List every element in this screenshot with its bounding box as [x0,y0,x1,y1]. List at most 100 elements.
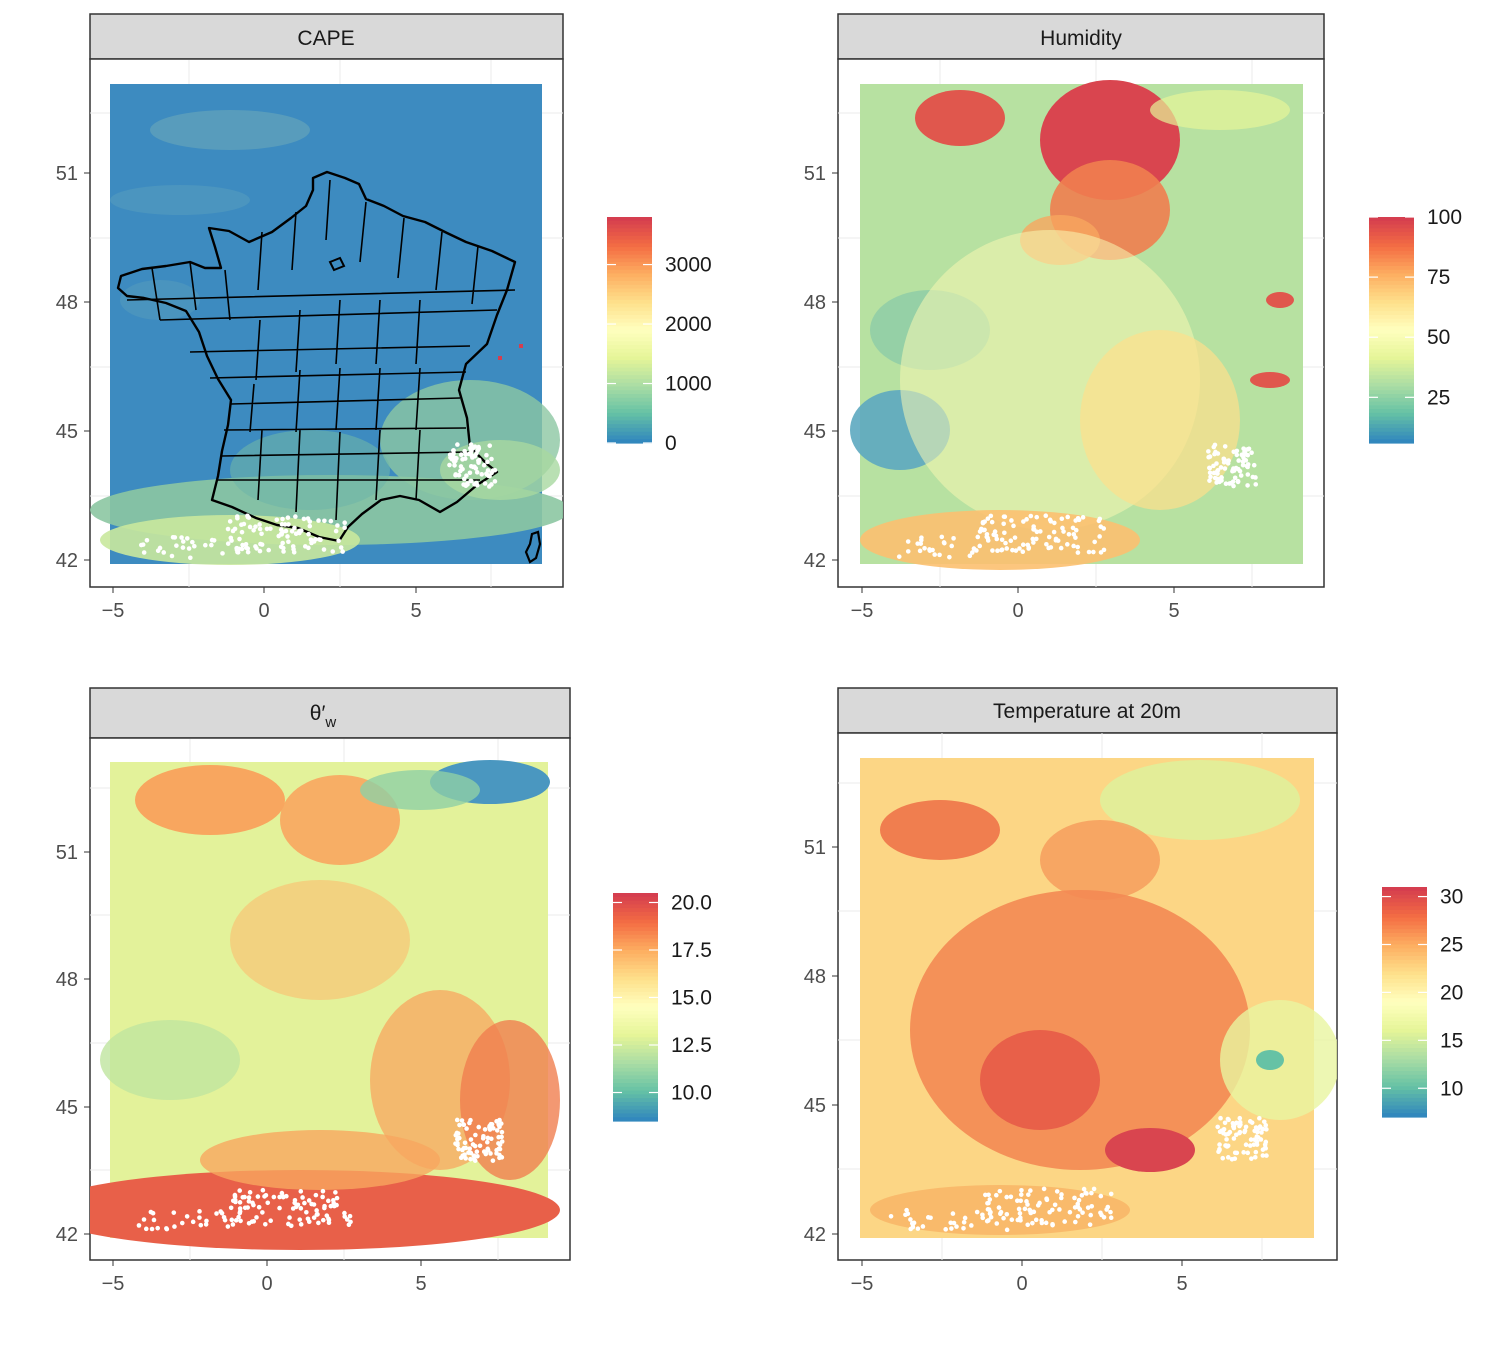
observation-point [268,1218,273,1223]
observation-point [1250,474,1256,480]
colorbar-segment [1382,1109,1427,1114]
observation-point [1053,538,1059,543]
observation-point [302,544,308,549]
observation-point [1044,541,1049,547]
colorbar-tick-label: 25 [1427,386,1450,409]
observation-point [1263,1139,1269,1145]
observation-point [222,1217,228,1223]
observation-point [1243,1142,1249,1148]
observation-point [1052,520,1057,526]
colorbar-segment [607,345,652,350]
colorbar-segment [607,427,652,433]
observation-point [922,545,927,551]
observation-point [925,1215,931,1220]
observation-point [1030,536,1036,542]
observation-point [1031,527,1036,532]
observation-point [1076,517,1082,523]
observation-point [994,536,1000,542]
colorbar-segment [1382,1009,1427,1015]
observation-point [1012,535,1018,540]
observation-point [1253,1149,1259,1155]
observation-point [313,1192,319,1198]
colorbar-segment [1369,322,1414,327]
colorbar-segment [613,946,658,951]
colorbar-segment [607,371,652,376]
observation-point [229,1217,235,1223]
observation-point [306,531,311,537]
colorbar-segment [613,1102,658,1107]
colorbar-segment [613,1037,658,1042]
colorbar-segment [613,1067,658,1073]
observation-point [476,1124,482,1130]
colorbar-segment [1369,254,1414,260]
y-tick-label: 42 [804,550,826,572]
colorbar-segment [607,314,652,320]
observation-point [1076,1197,1082,1203]
x-tick-label: 0 [1012,600,1023,622]
observation-point [1098,550,1104,555]
observation-point [1071,532,1077,537]
observation-point [232,526,238,532]
colorbar-segment [1369,378,1414,384]
observation-point [274,517,280,523]
observation-point [486,484,492,489]
colorbar-segment [607,247,652,252]
y-tick-label: 51 [56,163,78,185]
observation-point [293,514,298,519]
colorbar-segment [613,1018,658,1023]
colorbar-segment [1369,269,1414,275]
colorbar-segment [607,277,652,282]
colorbar-segment [1382,1086,1427,1091]
observation-point [461,482,466,487]
colorbar-segment [1382,1013,1427,1018]
colorbar-segment [607,341,652,346]
observation-point [467,451,472,457]
observation-point [283,528,289,534]
panel-cape: CAPE 51 48 [56,13,712,622]
colorbar-segment [1382,994,1427,999]
observation-point [951,536,956,541]
observation-point [1245,464,1250,470]
observation-point [475,448,480,453]
colorbar-segment [1369,258,1414,263]
colorbar-segment [1369,273,1414,278]
observation-point [977,543,983,549]
observation-point [497,1152,502,1158]
colorbar-segment [1382,1113,1427,1118]
observation-point [138,542,144,548]
observation-point [297,1217,303,1222]
observation-point [1213,449,1218,455]
observation-point [490,1158,496,1163]
colorbar-segment [1369,228,1414,233]
observation-point [314,1208,319,1213]
observation-point [468,1150,474,1156]
colorbar-segment [1382,959,1427,965]
observation-point [1025,1222,1031,1228]
colorbar-segment [613,961,658,966]
colorbar-segment [1369,427,1414,433]
colorbar-segment [1382,1105,1427,1110]
observation-point [995,548,1000,554]
observation-point [1039,1220,1045,1226]
observation-point [470,446,476,451]
observation-point [1061,529,1066,534]
colorbar-segment [1382,1044,1427,1049]
colorbar-segment [1382,998,1427,1003]
colorbar-segment [613,938,658,943]
observation-point [497,1146,503,1152]
observation-point [1008,538,1014,543]
colorbar-segment [1369,412,1414,418]
colorbar-segment [607,243,652,248]
x-axis: −5 0 5 [102,1260,427,1295]
observation-point [245,513,250,519]
colorbar-segment [613,1010,658,1016]
observation-point [320,1194,325,1200]
colorbar-segment [607,269,652,275]
observation-point [1257,1124,1263,1129]
y-tick-label: 45 [804,421,826,443]
observation-markers [136,1117,505,1232]
observation-point [250,1200,255,1206]
colorbar-segment [607,424,652,429]
colorbar-segment [1369,292,1414,297]
observation-point [184,1214,190,1219]
